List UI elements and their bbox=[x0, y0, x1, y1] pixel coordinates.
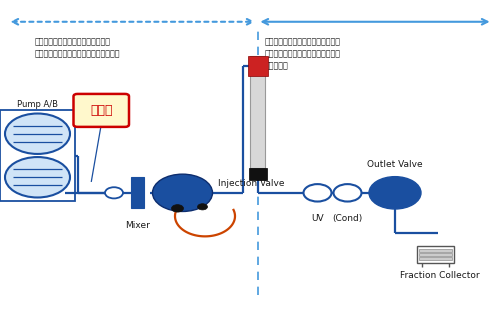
Text: Injection Valve: Injection Valve bbox=[218, 179, 284, 188]
Text: Outlet Valve: Outlet Valve bbox=[367, 160, 423, 169]
Text: (Cond): (Cond) bbox=[332, 214, 362, 223]
Text: カラムよりも上流で発生した圧力は
カラムにもレジンにも影響を及ぼさない: カラムよりも上流で発生した圧力は カラムにもレジンにも影響を及ぼさない bbox=[35, 37, 120, 58]
Circle shape bbox=[152, 174, 212, 211]
Text: 圧力計: 圧力計 bbox=[90, 104, 112, 117]
Bar bbox=[419, 253, 452, 256]
Text: Pump A/B: Pump A/B bbox=[17, 100, 58, 109]
Circle shape bbox=[172, 205, 183, 212]
Bar bbox=[419, 249, 452, 252]
Circle shape bbox=[105, 187, 123, 198]
Circle shape bbox=[5, 114, 70, 154]
Circle shape bbox=[5, 157, 70, 197]
Circle shape bbox=[369, 177, 421, 209]
Text: Mixer: Mixer bbox=[125, 221, 150, 230]
Bar bbox=[248, 56, 268, 76]
Circle shape bbox=[304, 184, 332, 202]
Text: UV: UV bbox=[311, 214, 324, 223]
Circle shape bbox=[198, 204, 207, 210]
Bar bbox=[416, 246, 454, 263]
Bar bbox=[248, 168, 266, 180]
FancyBboxPatch shape bbox=[74, 94, 129, 127]
Bar bbox=[131, 177, 144, 208]
Bar bbox=[250, 56, 265, 168]
Bar bbox=[419, 257, 452, 260]
Text: Fraction Collector: Fraction Collector bbox=[400, 271, 480, 280]
Circle shape bbox=[334, 184, 361, 202]
Bar bbox=[0, 110, 75, 201]
Text: カラムで発生する圧力＋カラムより
下流で発生する圧力は、カラムに影
響を及ぼす: カラムで発生する圧力＋カラムより 下流で発生する圧力は、カラムに影 響を及ぼす bbox=[265, 37, 341, 70]
